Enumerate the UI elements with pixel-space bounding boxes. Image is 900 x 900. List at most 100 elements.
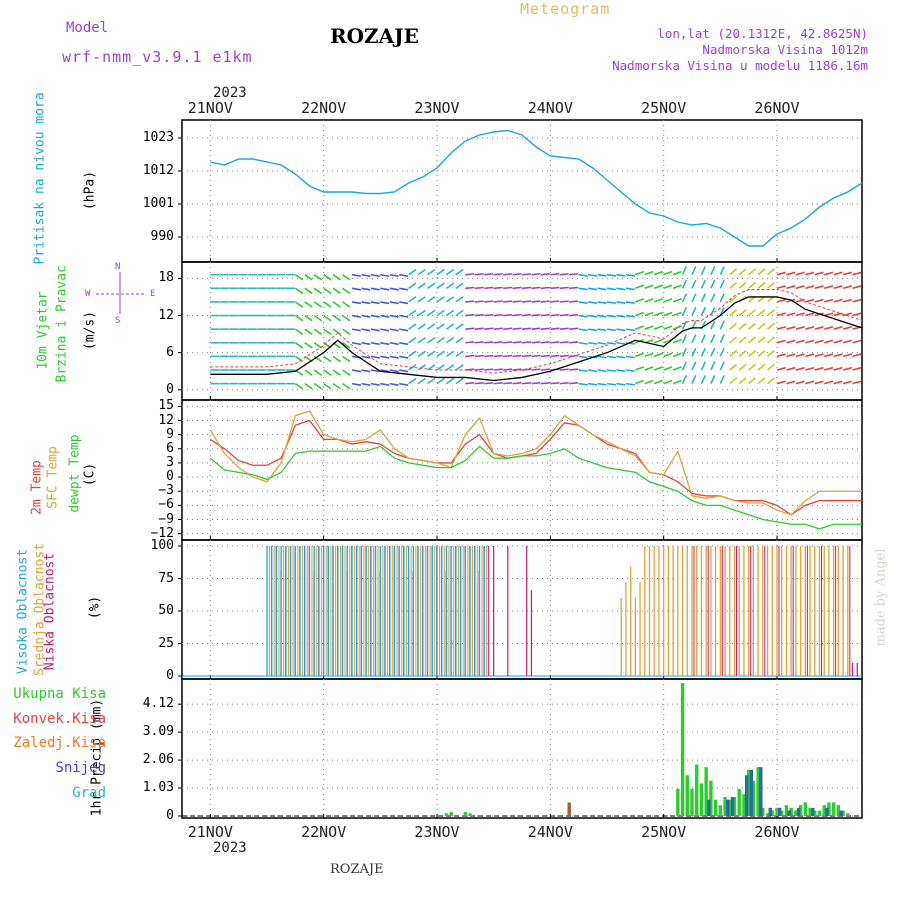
wind-arrow — [587, 341, 598, 345]
precip-rain-bar — [813, 810, 817, 816]
wind-arrow — [653, 352, 663, 358]
wind-arrow — [512, 368, 522, 371]
wind-arrow — [474, 341, 484, 344]
precip-rain-bar — [685, 775, 689, 816]
wind-arrow — [842, 271, 853, 276]
wind-arrow — [616, 341, 626, 345]
wind-arrow — [351, 287, 362, 291]
wind-arrow — [653, 311, 663, 317]
wind-arrow — [748, 281, 757, 289]
wind-arrow — [786, 326, 796, 330]
wind-arrow — [531, 368, 541, 371]
wind-arrow — [436, 268, 445, 276]
wind-arrow — [681, 347, 688, 357]
wind-arrow — [824, 312, 834, 317]
wind-arrow — [653, 325, 663, 330]
temp-ytick-label: −12 — [150, 525, 174, 541]
wind-arrow — [710, 279, 716, 289]
wind-arrow — [625, 341, 635, 345]
wind-arrow — [370, 328, 380, 332]
wind-arrow — [474, 273, 484, 276]
wind-arrow — [427, 336, 436, 344]
wind-arrow — [445, 377, 455, 385]
wind-arrow — [550, 313, 560, 317]
wind-arrow — [738, 336, 747, 344]
wind-arrow — [842, 326, 853, 330]
wind-arrow — [445, 364, 455, 371]
wind-arrow — [578, 341, 588, 345]
wind-arrow — [493, 368, 503, 371]
wind-arrow — [625, 301, 635, 304]
wind-arrow — [540, 286, 550, 290]
wind-arrow — [445, 296, 455, 303]
precip-snow-bar — [825, 807, 829, 816]
wind-arrow — [332, 301, 341, 308]
wind-arrow — [351, 382, 362, 386]
wind-arrow — [795, 312, 805, 317]
wind-arrow — [795, 271, 805, 276]
precip-legend-item: Zaledj.Kisa — [13, 735, 106, 751]
wind-arrow — [672, 379, 682, 385]
pressure-series-line — [210, 129, 863, 247]
wind-arrow — [493, 382, 503, 385]
wind-arrow — [408, 268, 417, 276]
precip-rain-bar — [723, 797, 727, 816]
wind-arrow — [795, 285, 805, 290]
wind-arrow — [521, 354, 532, 358]
wind-arrow — [719, 347, 725, 357]
wind-arrow — [786, 353, 796, 358]
wind-arrow — [361, 341, 371, 346]
wind-arrow — [370, 314, 380, 318]
wind-arrow — [399, 369, 409, 373]
wind-arrow — [474, 300, 484, 303]
precip-rain-bar — [676, 788, 680, 816]
wind-arrow — [531, 286, 541, 290]
wind-arrow — [559, 368, 569, 371]
wind-arrow — [465, 354, 475, 358]
wind-arrow — [653, 366, 663, 371]
wind-arrow — [691, 293, 697, 303]
wind-arrow — [616, 355, 626, 359]
wind-arrow — [408, 282, 417, 289]
wind-arrow — [342, 342, 351, 349]
wind-arrow — [757, 268, 766, 276]
precip-rain-bar — [742, 794, 746, 816]
wind-arrow — [361, 301, 371, 305]
wind-arrow — [427, 377, 436, 385]
wind-arrow — [361, 355, 371, 359]
wind-arrow — [587, 314, 598, 318]
wind-arrow — [380, 341, 390, 346]
compass-w: W — [85, 289, 91, 299]
wind-arrow — [531, 273, 541, 276]
wind-arrow — [389, 301, 399, 305]
wind-arrow — [635, 366, 645, 371]
wind-arrow — [427, 296, 436, 303]
wind-arrow — [635, 379, 645, 385]
wind-arrow — [644, 311, 654, 317]
precip-rain-bar — [780, 810, 784, 816]
precip-rain-bar — [751, 780, 756, 816]
wind-label-2: Brzina i Pravac — [54, 265, 70, 383]
wind-arrow — [351, 314, 362, 318]
wind-arrow — [672, 284, 682, 290]
wind-arrow — [399, 287, 409, 291]
wind-arrow — [503, 286, 513, 290]
wind-arrow — [587, 328, 598, 332]
wind-arrow — [417, 323, 426, 330]
wind-arrow — [361, 273, 371, 278]
wind-arrow — [550, 300, 560, 303]
temp-ytick-label: −3 — [158, 483, 174, 499]
temp-2m-line — [209, 419, 862, 516]
wind-arrow — [786, 298, 796, 303]
wind-arrow — [569, 341, 579, 344]
wind-arrow — [776, 285, 786, 290]
wind-arrow — [757, 336, 766, 344]
wind-arrow — [540, 273, 550, 276]
wind-arrow — [842, 353, 853, 358]
wind-arrow — [521, 341, 532, 344]
precip-ytick-label: 4.12 — [142, 696, 174, 712]
precip-snow-bar — [730, 797, 735, 816]
wind-arrow — [550, 354, 560, 358]
wind-arrow — [361, 382, 371, 386]
wind-arrow — [389, 314, 399, 318]
